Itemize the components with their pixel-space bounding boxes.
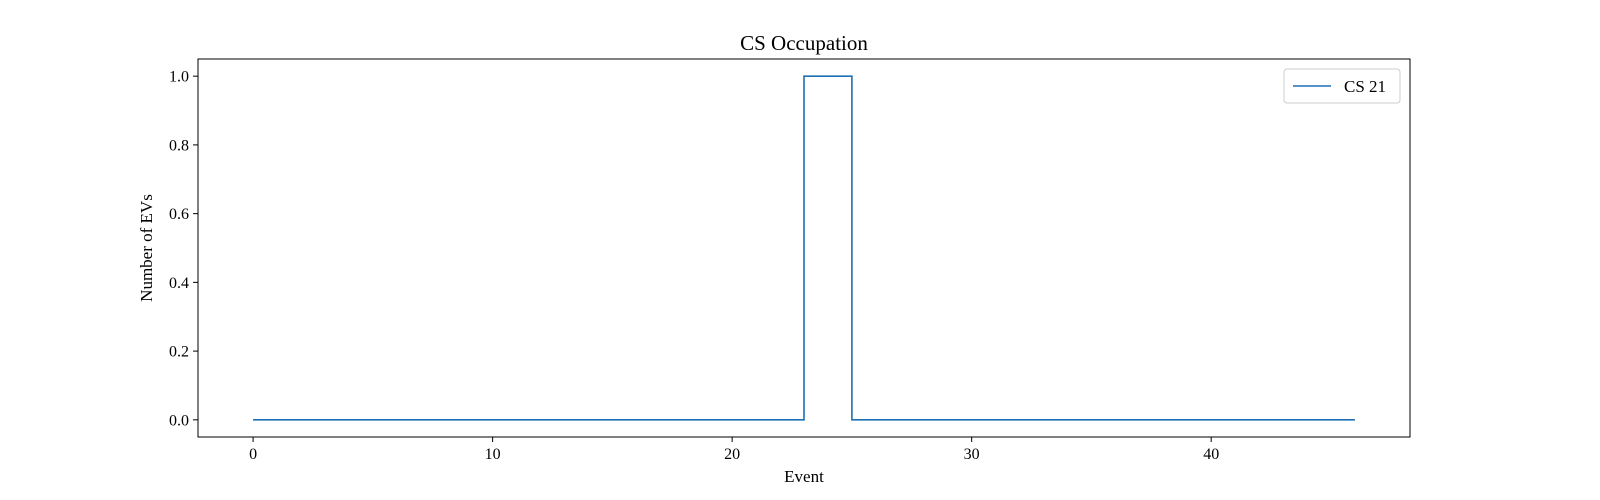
x-axis: 0 10 20 30 40 <box>249 437 1219 463</box>
plot-frame <box>197 58 1411 438</box>
legend-box <box>1283 68 1401 104</box>
x-tick-label: 0 <box>249 446 257 463</box>
x-axis-label: Event <box>784 467 824 486</box>
series-line-0 <box>253 75 1355 421</box>
x-tick-label: 20 <box>724 446 740 463</box>
x-tick-label: 10 <box>485 446 501 463</box>
y-tick-label: 0.6 <box>169 206 189 223</box>
y-tick-label: 0.8 <box>169 137 189 154</box>
series-layer <box>253 75 1355 421</box>
x-tick-label: 30 <box>964 446 980 463</box>
y-tick-label: 0.0 <box>169 412 189 429</box>
y-tick-label: 0.4 <box>169 275 189 292</box>
legend: CS 21 <box>1283 68 1401 104</box>
y-axis: 0.0 0.2 0.4 0.6 0.8 1.0 <box>169 69 198 429</box>
chart-title: CS Occupation <box>740 31 868 55</box>
y-tick-label: 1.0 <box>169 69 189 86</box>
legend-label: CS 21 <box>1344 77 1386 96</box>
y-tick-label: 0.2 <box>169 344 189 361</box>
x-tick-label: 40 <box>1203 446 1219 463</box>
y-axis-label: Number of EVs <box>137 194 156 302</box>
